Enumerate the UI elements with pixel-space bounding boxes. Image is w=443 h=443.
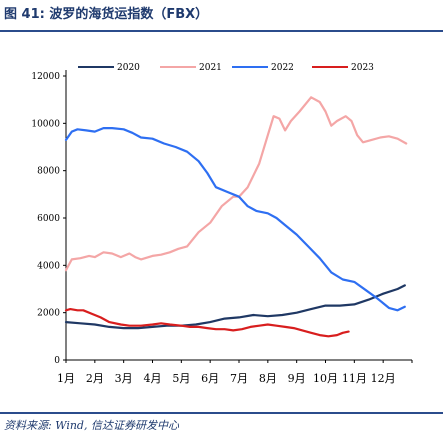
x-tick-label: 8月: [259, 372, 277, 385]
y-tick-label: 2000: [37, 309, 60, 319]
x-tick-label: 2月: [86, 372, 104, 385]
source-note: 资料来源: Wind, 信达证券研发中心: [4, 419, 179, 432]
x-tick-label: 1月: [57, 372, 75, 385]
top-rule: [0, 30, 443, 32]
x-tick-label: 12月: [371, 372, 396, 385]
bottom-rule: [0, 412, 443, 414]
y-tick-label: 10000: [31, 119, 60, 129]
series-line-2021: [64, 96, 408, 272]
y-tick-label: 8000: [37, 167, 60, 177]
x-tick-label: 5月: [172, 372, 190, 385]
series-line-2023: [64, 308, 350, 338]
y-tick-label: 12000: [31, 72, 60, 82]
x-tick-label: 9月: [288, 372, 306, 385]
x-tick-label: 4月: [144, 372, 162, 385]
x-tick-label: 6月: [201, 372, 219, 385]
legend-label-2022: 2022: [271, 63, 294, 73]
plot-area: [64, 96, 408, 338]
legend-label-2023: 2023: [351, 63, 374, 73]
y-tick-label: 0: [54, 356, 60, 366]
chart-legend: 2020 2021 2022 2023: [78, 63, 374, 73]
x-axis: 1月 2月 3月 4月 5月 6月 7月 8月 9月 10月 11月 12月: [57, 359, 413, 385]
series-line-2022: [64, 127, 406, 312]
x-tick-label: 7月: [230, 372, 248, 385]
x-tick-label: 3月: [115, 372, 133, 385]
figure-title: 图 41: 波罗的海货运指数（FBX）: [4, 7, 209, 22]
legend-label-2021: 2021: [199, 63, 222, 73]
y-tick-label: 6000: [37, 214, 60, 224]
legend-label-2020: 2020: [117, 63, 140, 73]
x-tick-label: 10月: [313, 372, 338, 385]
y-tick-label: 4000: [37, 261, 60, 271]
freight-index-chart: 2020 2021 2022 2023 0 2000 4000 6000 8000 10000 1…: [31, 63, 413, 385]
y-axis: 0 2000 4000 6000 8000 10000 12000: [31, 70, 67, 366]
x-tick-label: 11月: [342, 372, 367, 385]
series-line-2020: [64, 284, 406, 330]
